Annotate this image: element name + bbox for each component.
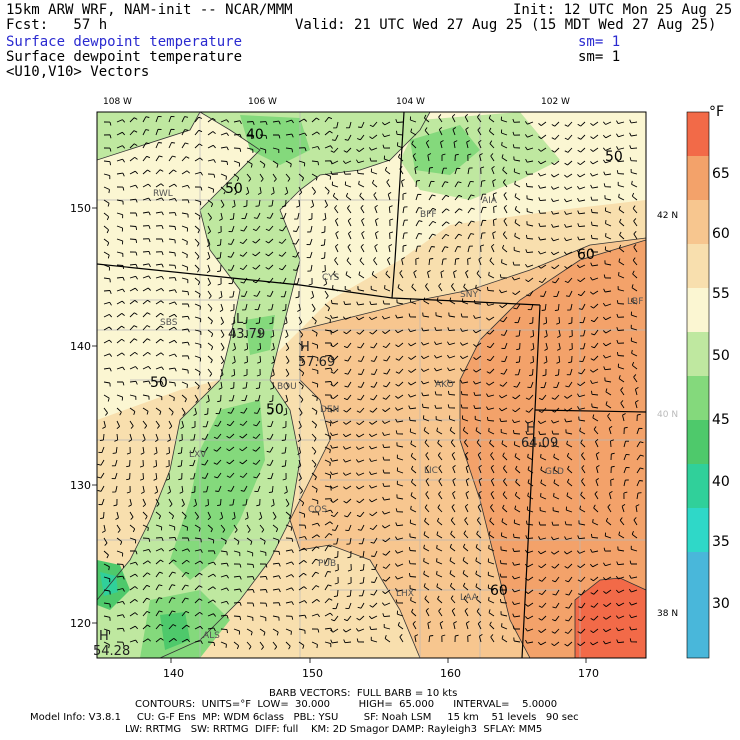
- city-label: ALS: [203, 631, 220, 641]
- lon-label-106w: 106 W: [248, 97, 277, 107]
- colorbar-swatch-11: [687, 552, 709, 658]
- colorbar-swatch-7: [687, 376, 709, 420]
- colorbar: [686, 111, 710, 659]
- field3-name: <U10,V10> Vectors: [6, 64, 150, 80]
- high-value: 57.69: [298, 355, 335, 370]
- colorbar-label-55: 55: [712, 286, 730, 302]
- contour-label: 50: [225, 181, 243, 197]
- field1-smoothing: sm= 1: [578, 34, 621, 50]
- field2-name: Surface dewpoint temperature: [6, 49, 243, 65]
- lat-label-38n: 38 N: [657, 609, 678, 619]
- colorbar-swatch-2: [687, 156, 709, 200]
- valid-time: Valid: 21 UTC Wed 27 Aug 25 (15 MDT Wed …: [295, 17, 717, 33]
- city-label: CYS: [322, 273, 340, 283]
- contour-label: 50: [150, 375, 168, 391]
- colorbar-swatch-9: [687, 464, 709, 508]
- x-tick-140: 140: [163, 667, 184, 680]
- lat-label-40n: 40 N: [657, 410, 678, 420]
- wind-barbs: [97, 113, 644, 650]
- colorbar-swatch-4: [687, 244, 709, 288]
- x-tick-160: 160: [440, 667, 461, 680]
- contour-label: 50: [605, 149, 623, 165]
- contour-label: 60: [490, 583, 508, 599]
- high-marker: H: [99, 629, 109, 644]
- lon-label-104w: 104 W: [396, 97, 425, 107]
- city-label: SNY: [460, 290, 478, 300]
- city-label: AKO: [435, 380, 454, 390]
- low-value: 43.79: [228, 327, 265, 342]
- colorbar-swatch-8: [687, 420, 709, 464]
- city-label: GLD: [545, 467, 564, 477]
- lon-label-108w: 108 W: [103, 97, 132, 107]
- footer-barb-info: BARB VECTORS: FULL BARB = 10 kts: [269, 688, 458, 699]
- colorbar-swatch-10: [687, 508, 709, 552]
- colorbar-swatch-5: [687, 288, 709, 332]
- contour-label: 40: [246, 127, 264, 143]
- footer-model-info-2: LW: RRTMG SW: RRTMG DIFF: full KM: 2D Sm…: [125, 724, 543, 735]
- init-time: Init: 12 UTC Mon 25 Aug 25: [513, 2, 733, 18]
- city-label: BFF: [420, 210, 437, 220]
- colorbar-label-60: 60: [712, 226, 730, 242]
- contour-label: 60: [577, 247, 595, 263]
- y-tick-140: 140: [70, 340, 91, 353]
- high-marker: H: [300, 340, 310, 355]
- county-lines: [97, 112, 646, 658]
- city-label: AIA: [482, 196, 498, 206]
- city-label: COS: [308, 505, 327, 515]
- map-frame: [96, 111, 647, 659]
- x-tick-170: 170: [578, 667, 599, 680]
- low-marker: L: [236, 312, 244, 327]
- colorbar-label-50: 50: [712, 348, 730, 364]
- y-tick-130: 130: [70, 479, 91, 492]
- high-value: 64.09: [521, 436, 558, 451]
- colorbar-swatch-1: [687, 112, 709, 156]
- colorbar-label-40: 40: [712, 474, 730, 490]
- dewpoint-fill: [97, 112, 646, 658]
- colorbar-label-45: 45: [712, 412, 730, 428]
- field1-name: Surface dewpoint temperature: [6, 34, 243, 50]
- y-tick-120: 120: [70, 617, 91, 630]
- contour-label: 50: [266, 402, 284, 418]
- city-label: LBF: [627, 297, 643, 307]
- state-borders: [97, 112, 646, 658]
- city-label: SBS: [160, 318, 178, 328]
- city-label: BOU: [277, 382, 297, 392]
- city-label: LHX: [396, 589, 414, 599]
- footer-model-info: Model Info: V3.8.1 CU: G-F Ens MP: WDM 6…: [30, 712, 579, 723]
- x-tick-150: 150: [302, 667, 323, 680]
- colorbar-label-35: 35: [712, 534, 730, 550]
- lat-label-42n: 42 N: [657, 211, 678, 221]
- weather-map: °F 65 60 55 50 45 40 35 30 108 W 106 W 1…: [70, 97, 730, 680]
- high-marker: H: [526, 421, 536, 436]
- city-label: LAA: [460, 593, 479, 603]
- colorbar-swatch-6: [687, 332, 709, 376]
- colorbar-label-30: 30: [712, 596, 730, 612]
- wind-barb-field: [97, 113, 644, 650]
- city-label: DEN: [320, 405, 339, 415]
- colorbar-swatch-3: [687, 200, 709, 244]
- colorbar-unit: °F: [709, 104, 724, 120]
- city-label: LXV: [189, 450, 207, 460]
- field2-smoothing: sm= 1: [578, 49, 621, 65]
- footer-contour-info: CONTOURS: UNITS=°F LOW= 30.000 HIGH= 65.…: [135, 699, 558, 710]
- y-tick-150: 150: [70, 202, 91, 215]
- lon-label-102w: 102 W: [541, 97, 570, 107]
- high-value: 54.28: [93, 644, 130, 659]
- colorbar-label-65: 65: [712, 166, 730, 182]
- model-title: 15km ARW WRF, NAM-init -- NCAR/MMM: [6, 2, 293, 18]
- city-label: LIC: [424, 466, 438, 476]
- forecast-hour: Fcst: 57 h: [6, 17, 108, 33]
- city-label: RWL: [153, 189, 173, 199]
- city-label: PUB: [318, 559, 336, 569]
